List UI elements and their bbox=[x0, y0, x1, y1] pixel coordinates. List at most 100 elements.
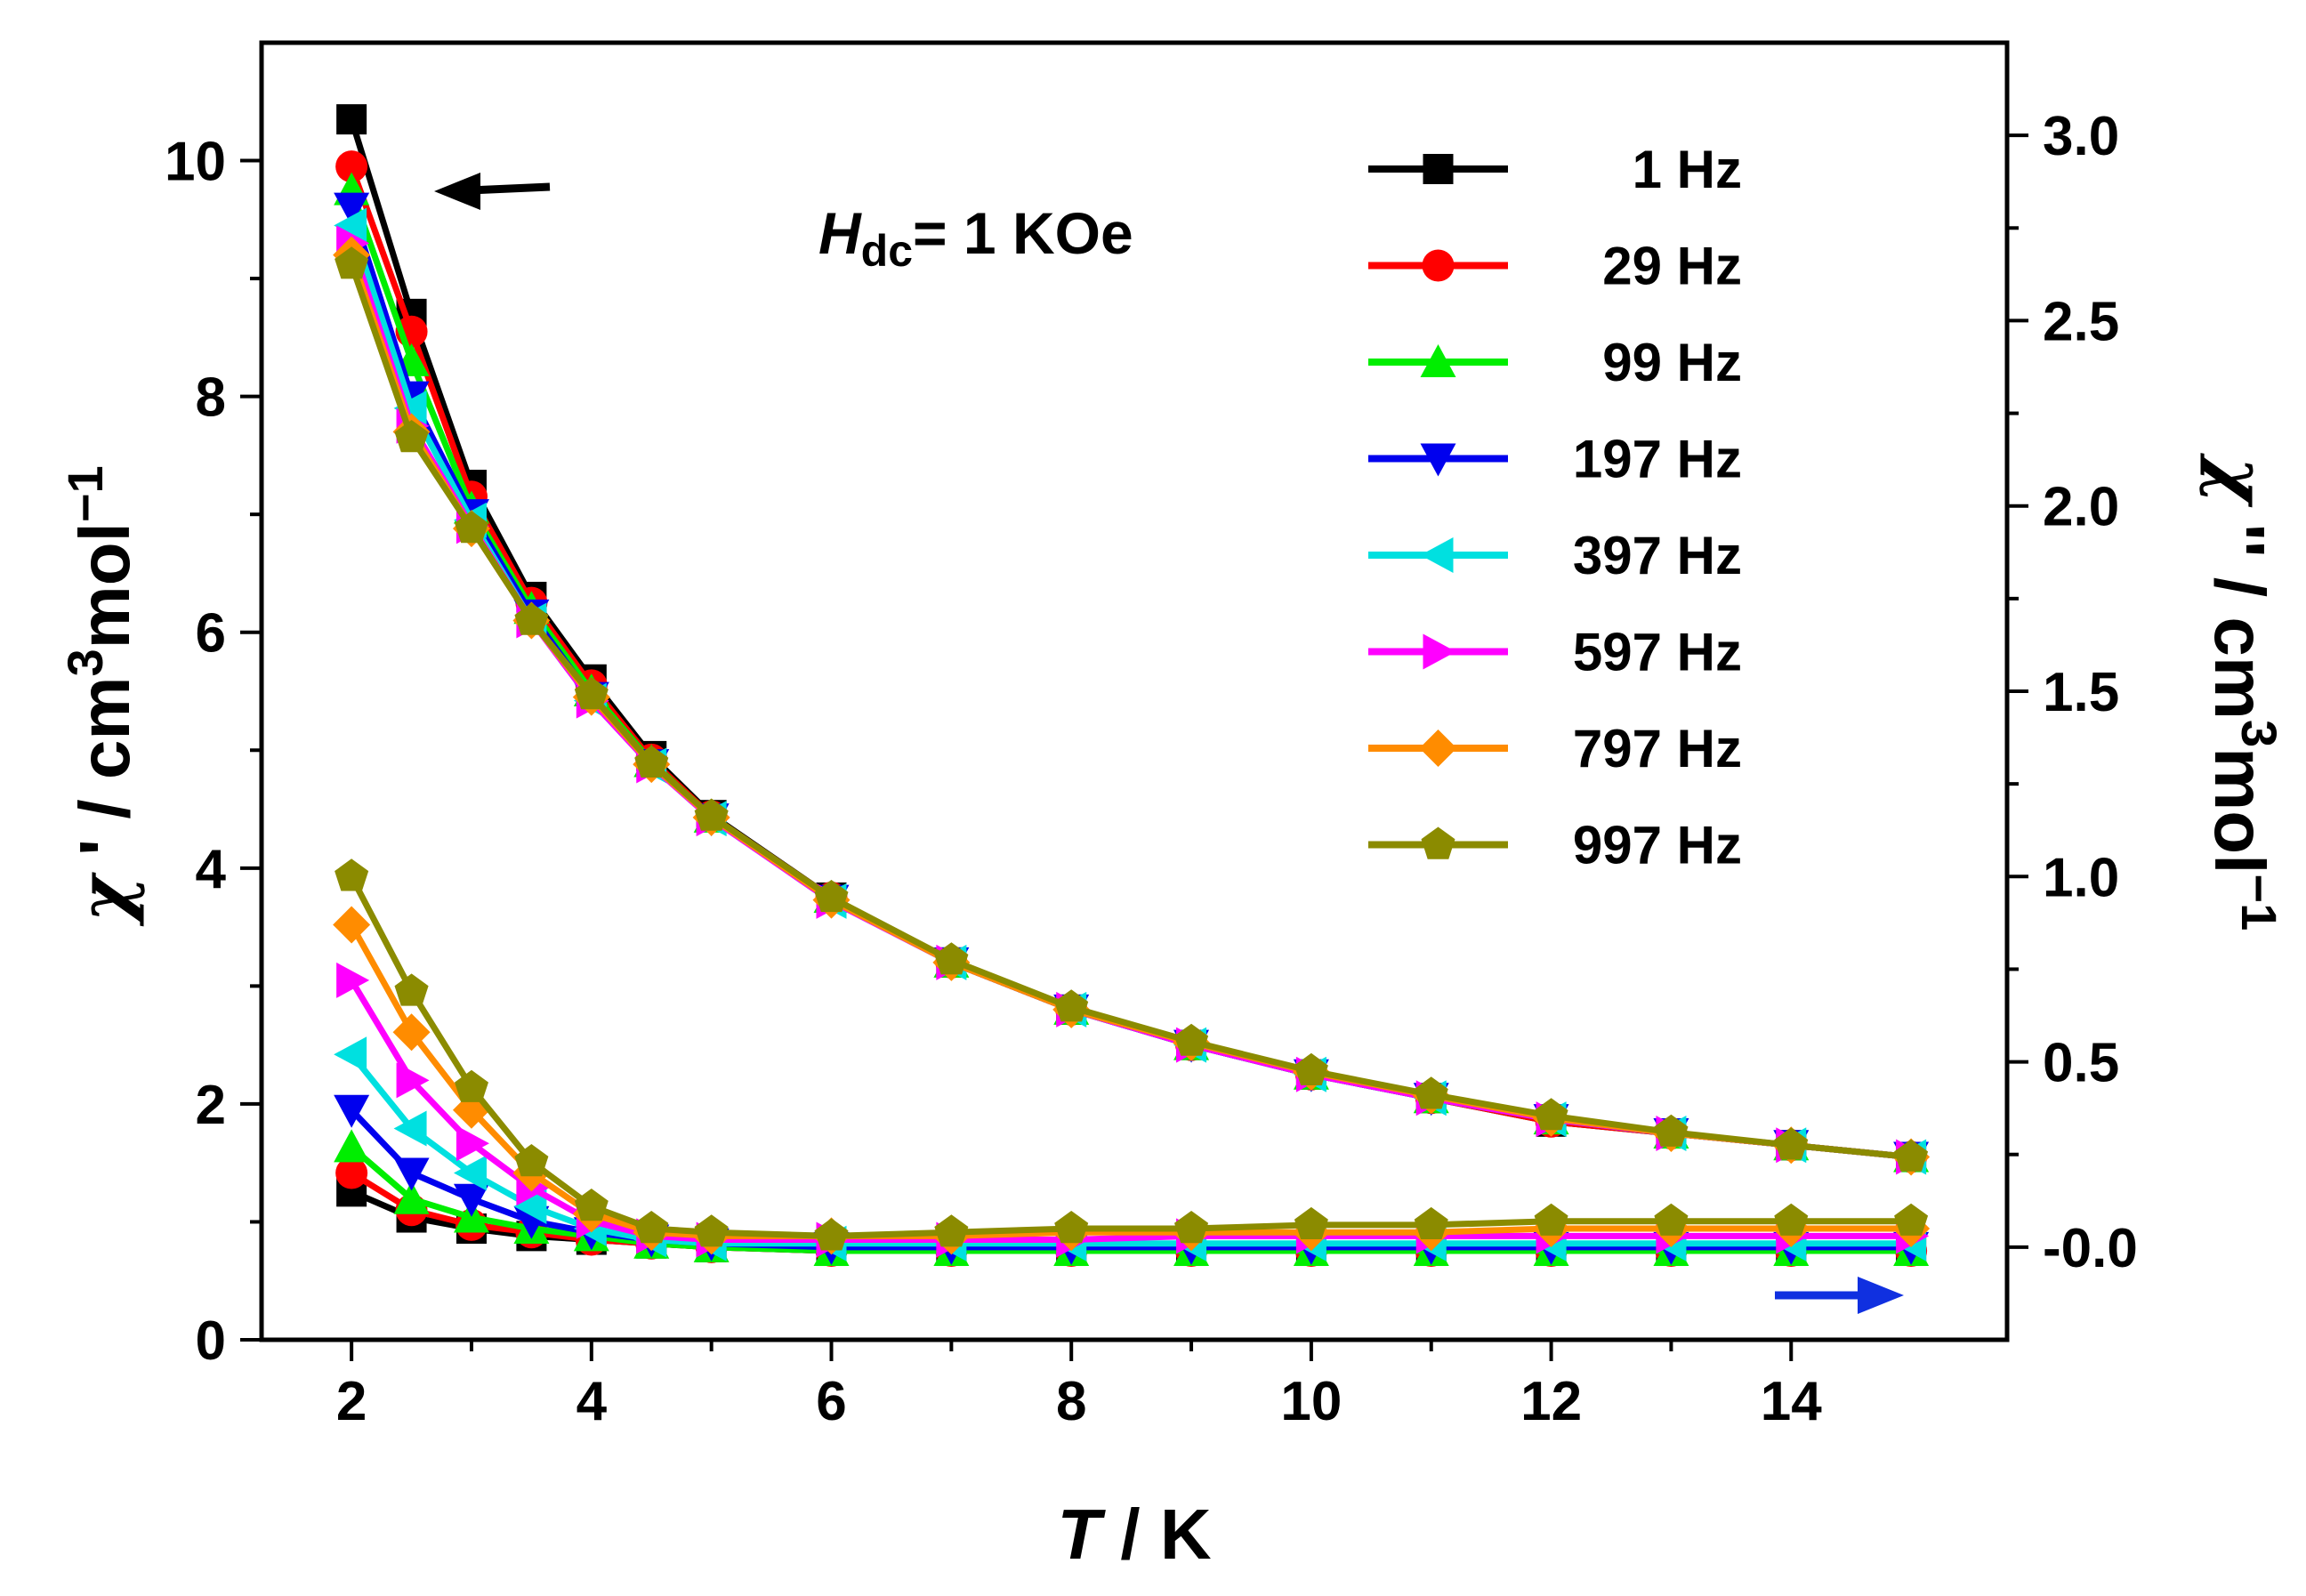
axis-ticks bbox=[240, 133, 2028, 1361]
chi-double-prime-point bbox=[453, 1183, 489, 1217]
legend-item: 99 Hz bbox=[1368, 333, 1742, 392]
chi-prime-point bbox=[1054, 989, 1089, 1022]
chi-double-prime-point bbox=[1894, 1203, 1929, 1236]
legend-item: 1 Hz bbox=[1368, 140, 1742, 199]
chi-prime-point bbox=[934, 942, 969, 975]
axis-tick-labels: 2 4 6 8 10 12 14 0 2 4 6 8 10 -0.0 0.5 1.0 1.5 2.0 2.5 3.0 bbox=[165, 106, 2138, 1432]
legend-marker bbox=[1419, 729, 1457, 767]
y-right-tick-label: 1.5 bbox=[2043, 662, 2119, 723]
x-axis-title: T / K bbox=[1057, 1495, 1212, 1574]
chi-prime-point bbox=[634, 745, 669, 778]
legend-marker bbox=[1420, 344, 1456, 377]
chi-double-prime-point bbox=[393, 1157, 430, 1191]
chi-double-prime-point bbox=[393, 1181, 430, 1214]
field-annotation: Hdc= 1 KOe bbox=[818, 200, 1133, 276]
chi-prime-point bbox=[1894, 1139, 1929, 1172]
legend-marker bbox=[1420, 537, 1454, 573]
legend-marker bbox=[1422, 249, 1455, 282]
y-right-tick-label: 0.5 bbox=[2043, 1033, 2119, 1094]
y-left-tick-label: 6 bbox=[196, 603, 226, 665]
chi-prime-point bbox=[1654, 1114, 1689, 1147]
chi-prime-point bbox=[694, 798, 729, 831]
x-tick-label: 12 bbox=[1520, 1371, 1582, 1432]
chi-double-prime-point bbox=[574, 1189, 609, 1221]
legend: 1 Hz 29 Hz 99 Hz 197 Hz 397 Hz 597 Hz 797 Hz 99… bbox=[1368, 140, 1742, 875]
legend-label: 99 Hz bbox=[1602, 333, 1742, 392]
x-tick-label: 6 bbox=[816, 1371, 846, 1432]
x-tick-label: 10 bbox=[1280, 1371, 1342, 1432]
left-axis-arrow-icon bbox=[434, 173, 551, 210]
x-tick-label: 8 bbox=[1056, 1371, 1086, 1432]
y-right-tick-label: 1.0 bbox=[2043, 847, 2119, 908]
legend-label: 29 Hz bbox=[1602, 237, 1742, 296]
legend-item: 29 Hz bbox=[1368, 237, 1742, 296]
chi-double-prime-point bbox=[934, 1214, 969, 1247]
legend-item: 397 Hz bbox=[1368, 526, 1742, 585]
chi-double-prime-point bbox=[1174, 1211, 1209, 1244]
chi-prime-point bbox=[814, 880, 849, 913]
y-axis-right-title: χ '' / cm3mol−1 bbox=[2198, 453, 2287, 931]
series-997-hz bbox=[335, 246, 1929, 1251]
plot-frame bbox=[259, 40, 2010, 1342]
chi-double-prime-point bbox=[1654, 1203, 1689, 1236]
chi-double-prime-point bbox=[1774, 1203, 1809, 1236]
chi-double-prime-point bbox=[335, 858, 369, 891]
chi-double-prime-point bbox=[694, 1214, 729, 1247]
chi-double-prime-point bbox=[334, 1036, 367, 1073]
legend-item: 797 Hz bbox=[1368, 719, 1742, 778]
legend-item: 597 Hz bbox=[1368, 623, 1742, 682]
chi-prime-point bbox=[336, 104, 367, 135]
chi-prime-point bbox=[394, 420, 429, 453]
chi-prime-point bbox=[1534, 1098, 1568, 1131]
chi-double-prime-point bbox=[334, 1094, 370, 1128]
legend-label: 1 Hz bbox=[1633, 140, 1742, 199]
y-right-tick-label: -0.0 bbox=[2043, 1218, 2138, 1279]
y-left-tick-label: 10 bbox=[165, 132, 226, 193]
legend-marker bbox=[1421, 826, 1455, 859]
chi-double-prime-point bbox=[814, 1218, 849, 1251]
chi-prime-point bbox=[455, 511, 488, 544]
chi-double-prime-line bbox=[348, 875, 1912, 1239]
chi-double-prime-point bbox=[393, 1110, 427, 1147]
chi-double-prime-point bbox=[1414, 1206, 1448, 1239]
legend-marker bbox=[1420, 443, 1456, 477]
chi-double-prime-line bbox=[349, 923, 1912, 1239]
legend-marker bbox=[1423, 633, 1456, 670]
y-left-tick-label: 4 bbox=[196, 839, 227, 900]
data-series bbox=[333, 104, 1931, 1268]
y-left-tick-label: 8 bbox=[196, 367, 226, 429]
chi-prime-point bbox=[1414, 1076, 1448, 1109]
chi-double-prime-point bbox=[456, 1125, 489, 1162]
x-tick-label: 2 bbox=[336, 1371, 367, 1432]
chi-prime-point bbox=[1174, 1023, 1209, 1056]
chi-double-prime-point bbox=[396, 1062, 430, 1099]
chi-prime-point bbox=[393, 390, 427, 426]
chi-double-prime-point bbox=[1534, 1203, 1568, 1236]
chi-double-prime-point bbox=[392, 1013, 431, 1052]
y-right-tick-label: 2.0 bbox=[2043, 477, 2119, 538]
chi-double-prime-point bbox=[455, 1069, 488, 1102]
legend-label: 797 Hz bbox=[1573, 719, 1742, 778]
chi-prime-point bbox=[574, 677, 609, 710]
legend-label: 397 Hz bbox=[1573, 526, 1742, 585]
legend-label: 997 Hz bbox=[1573, 816, 1742, 875]
chi-prime-point bbox=[1294, 1052, 1328, 1085]
y-right-tick-label: 2.5 bbox=[2043, 291, 2119, 352]
chi-double-prime-point bbox=[634, 1211, 669, 1244]
chi-double-prime-point bbox=[514, 1144, 549, 1177]
y-left-tick-label: 2 bbox=[196, 1075, 226, 1136]
chi-prime-point bbox=[335, 246, 369, 279]
chi-prime-point bbox=[1774, 1127, 1809, 1160]
chi-double-prime-point bbox=[1054, 1211, 1089, 1244]
legend-item: 997 Hz bbox=[1368, 816, 1742, 875]
chi-double-prime-point bbox=[453, 1155, 487, 1191]
y-right-tick-label: 3.0 bbox=[2043, 106, 2119, 167]
y-left-tick-label: 0 bbox=[196, 1310, 226, 1372]
chi-double-prime-point bbox=[333, 906, 371, 944]
y-axis-left-title: χ ' / cm3mol−1 bbox=[57, 465, 146, 926]
chi-double-prime-point bbox=[335, 1157, 368, 1189]
chi-double-prime-point bbox=[334, 1129, 370, 1163]
chi-prime-point bbox=[335, 150, 368, 183]
legend-label: 597 Hz bbox=[1573, 623, 1742, 682]
